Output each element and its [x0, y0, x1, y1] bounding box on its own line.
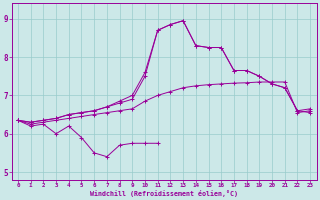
X-axis label: Windchill (Refroidissement éolien,°C): Windchill (Refroidissement éolien,°C): [90, 190, 238, 197]
